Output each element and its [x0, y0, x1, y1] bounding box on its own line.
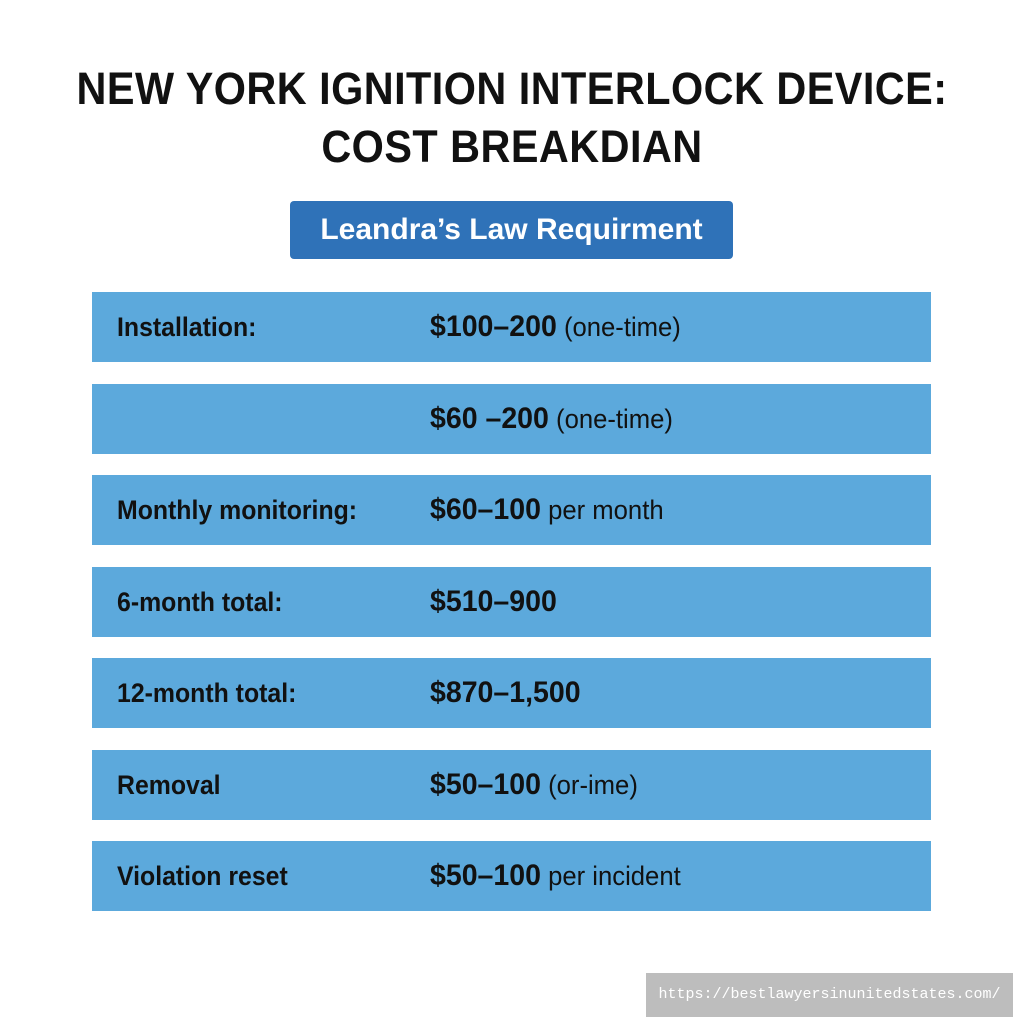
cost-row-label: 6-month total: — [117, 586, 283, 617]
cost-row-label: Violation reset — [117, 861, 288, 891]
cost-note: per incident — [548, 861, 681, 891]
cost-row-label: 12-month total: — [117, 678, 297, 708]
cost-row-removal: Removal $50–100 (or-ime) — [92, 749, 931, 820]
cost-row-12-month-total: 12-month total: $870–1,500 — [92, 658, 931, 728]
cost-row-value: $60 –200 (one-time) — [430, 384, 673, 454]
page-title-line-2: COST BREAKDIAN — [321, 121, 703, 172]
cost-amount: $60–100 — [430, 493, 541, 526]
cost-amount: $100–200 — [430, 310, 557, 343]
cost-row-value: $510–900 — [430, 567, 557, 637]
cost-note: (one-time) — [563, 312, 681, 342]
cost-amount: $870–1,500 — [430, 676, 581, 709]
cost-row-value: $100–200 (one-time) — [430, 292, 681, 362]
cost-row-value: $60–100 per month — [430, 475, 664, 545]
cost-amount: $510–900 — [430, 584, 557, 618]
cost-row-violation-reset: Violation reset $50–100 per incident — [92, 841, 931, 911]
page-title-line-1: NEW YORK IGNITION INTERLOCK DEVICE: — [76, 63, 948, 114]
cost-note: (one-time) — [556, 403, 673, 434]
cost-note: (or-ime) — [548, 769, 638, 800]
source-url-watermark: https://bestlawyersinunitedstates.com/ — [646, 973, 1013, 1017]
cost-row-value: $50–100 per incident — [430, 841, 681, 911]
cost-row-monthly-monitoring: Monthly monitoring: $60–100 per month — [92, 475, 931, 545]
cost-table: Installation: $100–200 (one-time) $60 –2… — [92, 292, 931, 933]
cost-amount: $50–100 — [430, 859, 541, 892]
cost-row-value: $870–1,500 — [430, 658, 581, 728]
cost-row-6-month-total: 6-month total: $510–900 — [92, 566, 931, 637]
law-requirement-badge: Leandra’s Law Requirment — [290, 201, 733, 259]
cost-note: per month — [548, 495, 664, 525]
cost-row-label: Monthly monitoring: — [117, 495, 358, 525]
cost-row-label: Removal — [117, 769, 221, 800]
cost-row-label: Installation: — [117, 312, 257, 342]
page-title: NEW YORK IGNITION INTERLOCK DEVICE: COST… — [41, 60, 983, 176]
cost-row-installation: Installation: $100–200 (one-time) — [92, 292, 931, 362]
cost-row-unlabeled: $60 –200 (one-time) — [92, 383, 931, 454]
cost-row-value: $50–100 (or-ime) — [430, 750, 638, 820]
cost-amount: $50–100 — [430, 767, 541, 801]
cost-amount: $60 –200 — [430, 401, 549, 435]
